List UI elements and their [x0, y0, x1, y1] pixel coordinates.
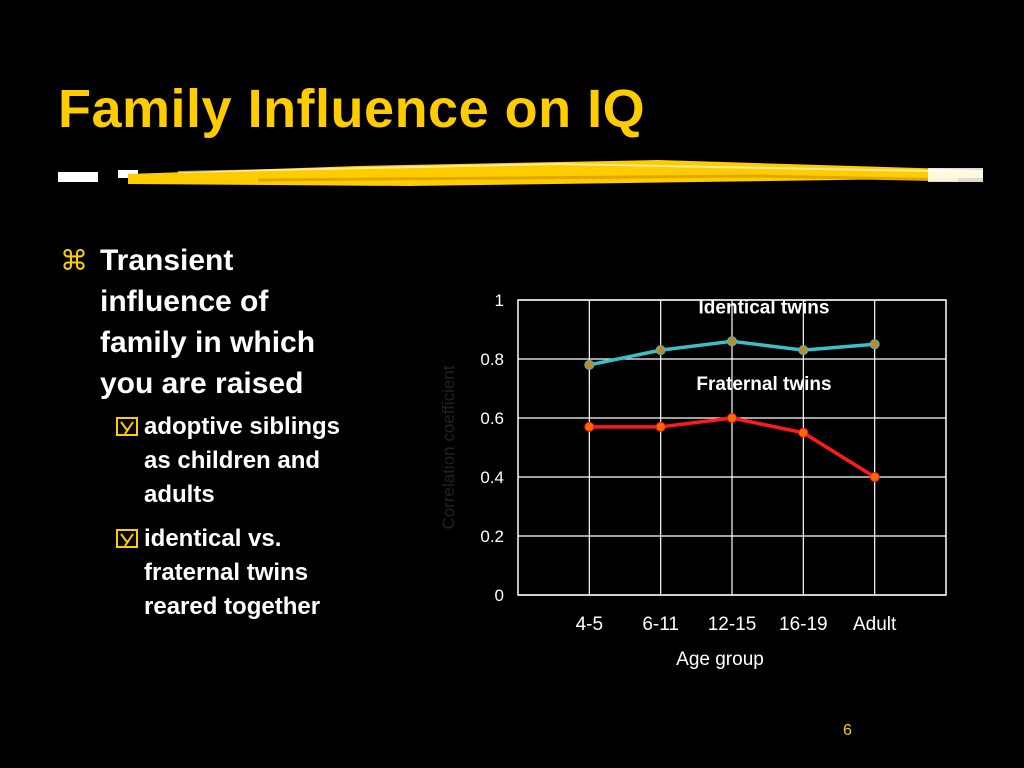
checkbox-y-icon [116, 410, 144, 442]
x-tick-label: 16-19 [779, 614, 828, 635]
y-axis-label: Correlation coefficient [439, 365, 458, 529]
y-tick-label: 0.2 [480, 527, 504, 546]
x-tick-label: 4-5 [576, 614, 603, 635]
data-point [655, 421, 666, 432]
main-bullet-text: Transient influence of family in which y… [100, 244, 316, 400]
data-point [727, 413, 737, 423]
x-tick-label: 6-11 [642, 614, 679, 635]
main-bullet: ⌘ Transient influence of family in which… [60, 240, 420, 404]
x-tick-label: 12-15 [708, 614, 757, 635]
command-key-icon: ⌘ [60, 245, 88, 276]
y-tick-label: 0.4 [480, 468, 504, 487]
checkbox-y-icon [116, 522, 144, 554]
sub-bullet-list: adoptive siblings as children and adults… [116, 410, 420, 624]
series-label: Identical twins [699, 297, 830, 318]
y-tick-label: 0 [495, 586, 504, 605]
data-point [655, 345, 666, 356]
x-axis-label: Age group [676, 649, 764, 670]
series-label: Fraternal twins [696, 374, 831, 395]
data-point [869, 339, 880, 350]
slide-title: Family Influence on IQ [58, 79, 646, 139]
sub-bullet-text: identical vs. fraternal twins reared tog… [144, 525, 321, 620]
page-number: 6 [843, 722, 852, 739]
data-point [798, 427, 809, 438]
bullet-list: ⌘ Transient influence of family in which… [60, 240, 420, 634]
y-tick-label: 0.6 [480, 409, 504, 428]
data-point [727, 336, 737, 347]
data-point [798, 345, 809, 356]
title-underline-brushstroke [58, 160, 983, 186]
sub-bullet-item: identical vs. fraternal twins reared tog… [116, 522, 420, 624]
data-point [869, 472, 880, 482]
line-chart: 0 0.2 0.4 0.6 0.8 1 4-5 6-11 12-15 16-19 Adult Corr… [439, 291, 947, 670]
sub-bullet-text: adoptive siblings as children and adults [144, 413, 341, 508]
x-tick-label: Adult [853, 614, 897, 635]
y-tick-label: 1 [495, 291, 504, 310]
data-point [584, 359, 595, 370]
data-point [584, 421, 595, 432]
sub-bullet-item: adoptive siblings as children and adults [116, 410, 420, 512]
y-tick-label: 0.8 [480, 350, 504, 369]
